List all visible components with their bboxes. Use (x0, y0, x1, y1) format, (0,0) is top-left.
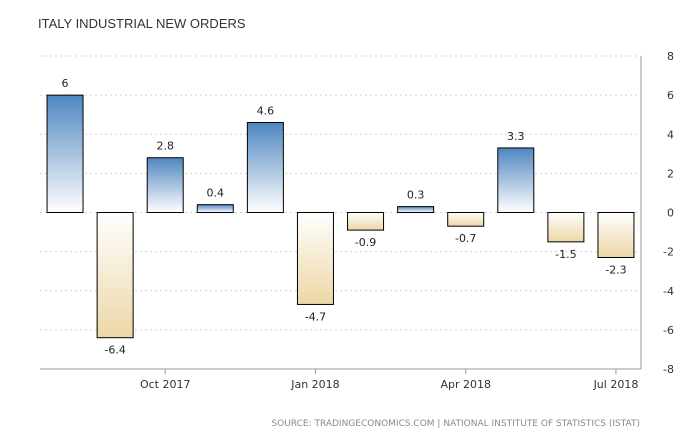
y-tick-label: 0 (667, 207, 674, 220)
bar (347, 212, 385, 231)
bar (46, 94, 84, 213)
y-tick-label: 4 (667, 128, 674, 141)
data-label: 6 (62, 77, 69, 90)
y-tick-label: -4 (663, 285, 674, 298)
chart-title: ITALY INDUSTRIAL NEW ORDERS (38, 16, 246, 31)
bar (196, 204, 234, 214)
y-tick-label: 8 (667, 50, 674, 63)
data-label: 4.6 (257, 105, 275, 118)
data-label: -2.3 (605, 263, 626, 276)
bar (246, 122, 284, 213)
data-label: -6.4 (104, 344, 125, 357)
bar (547, 212, 585, 243)
y-tick-label: 2 (667, 167, 674, 180)
y-tick-label: -8 (663, 363, 674, 376)
data-label: 2.8 (156, 140, 174, 153)
data-label: 0.4 (207, 187, 225, 200)
data-label: -1.5 (555, 248, 576, 261)
bar (96, 212, 134, 339)
y-tick-label: -6 (663, 324, 674, 337)
data-label: 0.3 (407, 189, 425, 202)
bar (447, 212, 485, 227)
bar (497, 147, 535, 214)
data-label: -0.9 (355, 236, 376, 249)
y-tick-label: 6 (667, 89, 674, 102)
x-tick-label: Jan 2018 (290, 378, 339, 391)
bar (146, 157, 184, 214)
data-label: 3.3 (507, 130, 525, 143)
data-label: -0.7 (455, 232, 476, 245)
x-tick-label: Jul 2018 (593, 378, 639, 391)
bar (296, 212, 334, 305)
x-tick-label: Apr 2018 (440, 378, 491, 391)
bar (397, 206, 435, 214)
x-tick-label: Oct 2017 (140, 378, 191, 391)
source-note: SOURCE: TRADINGECONOMICS.COM | NATIONAL … (271, 419, 640, 429)
y-tick-label: -2 (663, 246, 674, 259)
data-label: -4.7 (305, 310, 326, 323)
bar (597, 212, 635, 258)
